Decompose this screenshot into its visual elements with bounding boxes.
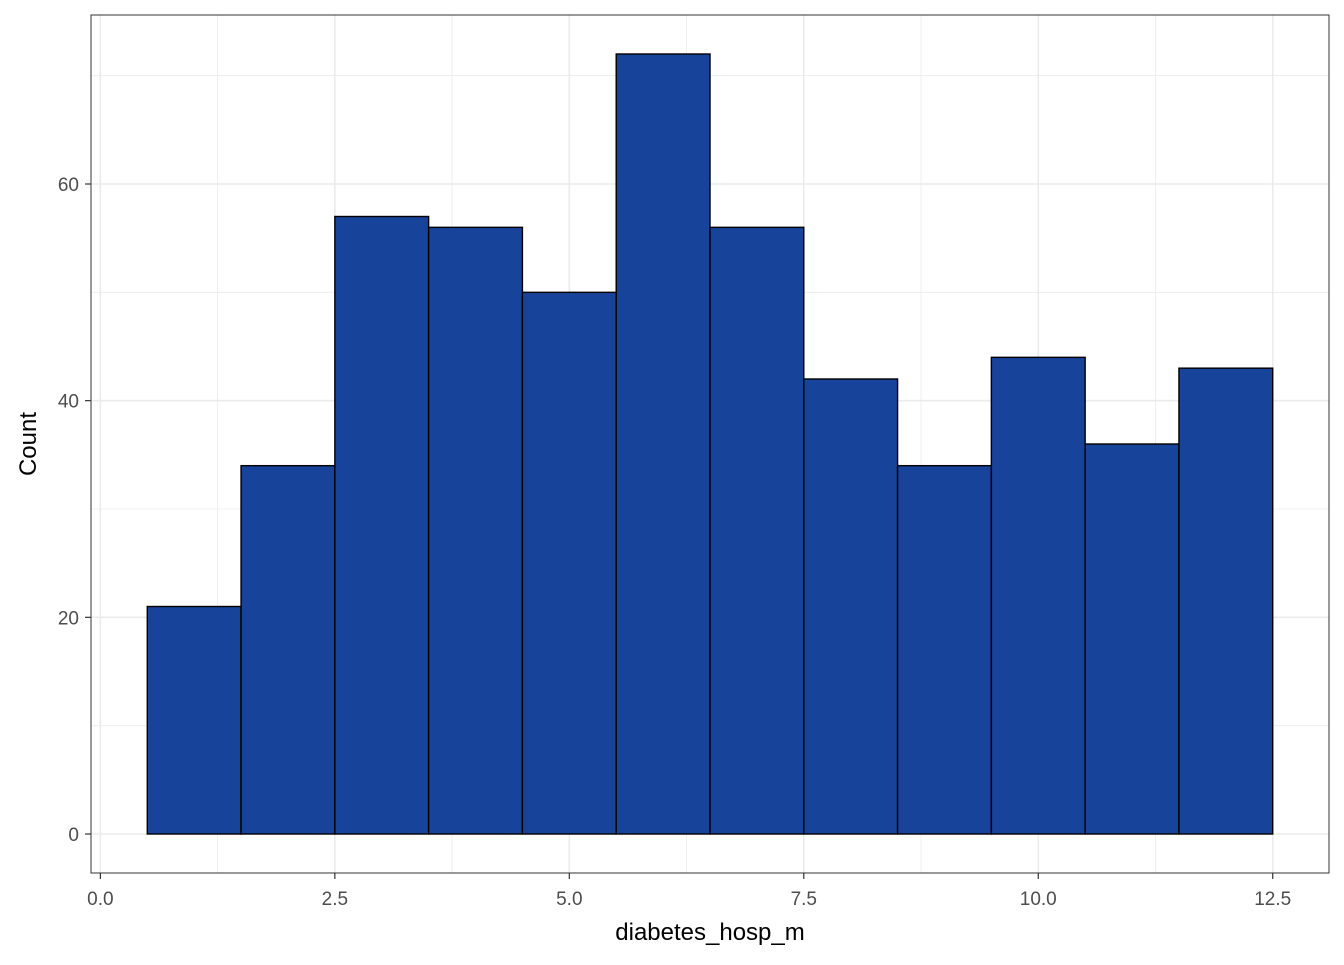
histogram-bar: [709, 226, 805, 835]
histogram-bar: [803, 378, 899, 835]
y-tick-label: 0: [68, 825, 79, 846]
histogram-bar: [521, 291, 617, 835]
x-tick-label: 0.0: [87, 889, 113, 910]
y-tick-label: 60: [58, 175, 79, 196]
histogram-bar: [427, 226, 524, 835]
histogram-bars: [146, 53, 1274, 835]
histogram-bar: [1178, 367, 1274, 835]
x-tick-label: 12.5: [1254, 889, 1291, 910]
y-axis-title: Count: [15, 412, 42, 476]
histogram-bar: [334, 215, 430, 835]
histogram-bar: [240, 464, 336, 835]
x-tick-label: 5.0: [556, 889, 582, 910]
y-tick-label: 20: [58, 608, 79, 629]
histogram-bar: [990, 356, 1086, 835]
axes: 0.0 2.5 5.0 7.5 10.0 12.5 0 20 40 60: [58, 175, 1291, 910]
histogram-bar: [146, 605, 242, 835]
panel-border: [90, 14, 1330, 874]
x-tick-label: 2.5: [322, 889, 348, 910]
x-axis-title: diabetes_hosp_m: [615, 919, 804, 946]
histogram-bar: [1084, 443, 1180, 835]
histogram-bar: [896, 464, 993, 835]
x-tick-label: 10.0: [1020, 889, 1057, 910]
y-tick-label: 40: [58, 392, 79, 413]
x-tick-label: 7.5: [791, 889, 817, 910]
histogram-bar: [615, 53, 711, 835]
